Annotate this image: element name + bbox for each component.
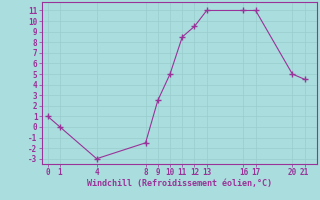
X-axis label: Windchill (Refroidissement éolien,°C): Windchill (Refroidissement éolien,°C)	[87, 179, 272, 188]
